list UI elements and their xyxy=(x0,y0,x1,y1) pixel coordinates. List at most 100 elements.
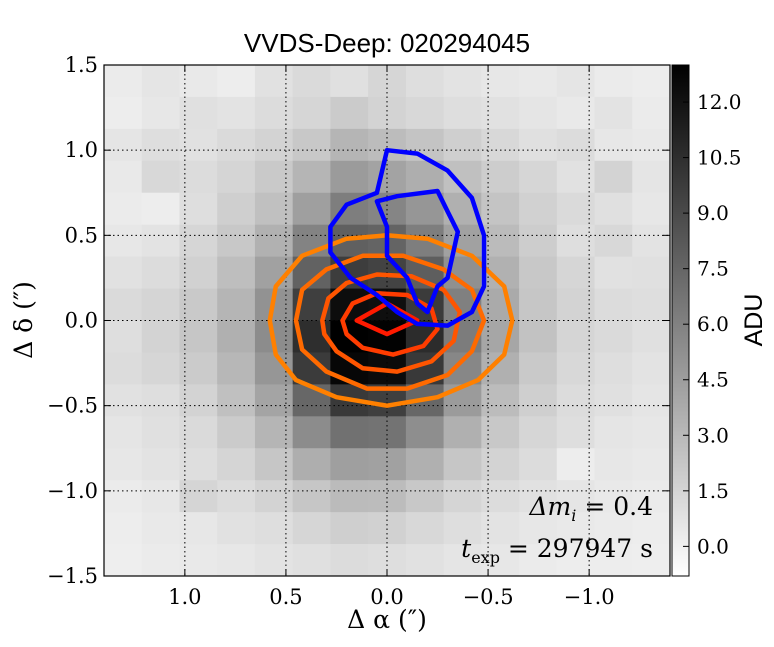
heatmap-cell xyxy=(481,160,520,194)
colorbar-tick-label: 10.5 xyxy=(697,146,742,170)
heatmap-cell xyxy=(141,128,181,162)
heatmap-cell xyxy=(141,192,181,226)
heatmap-cell xyxy=(519,416,558,449)
heatmap-cell xyxy=(632,544,670,576)
heatmap-cell xyxy=(594,96,633,130)
heatmap-cell xyxy=(330,512,369,545)
colorbar-tick-label: 3.0 xyxy=(697,423,729,447)
heatmap-cell xyxy=(217,352,256,385)
heatmap-cell xyxy=(141,512,181,545)
y-tick-label: 0.5 xyxy=(65,223,98,247)
heatmap-cell xyxy=(330,160,369,194)
y-tick-label: 1.0 xyxy=(65,138,98,162)
heatmap-cell xyxy=(594,512,633,545)
heatmap-cell xyxy=(481,96,520,130)
heatmap-cell xyxy=(443,416,482,449)
heatmap-cell xyxy=(405,65,445,98)
heatmap-cell xyxy=(292,96,331,130)
heatmap-cell xyxy=(292,160,331,194)
heatmap-cell xyxy=(481,192,520,226)
heatmap-cell xyxy=(179,512,218,545)
heatmap-cell xyxy=(594,224,633,258)
heatmap-cell xyxy=(632,384,670,417)
heatmap-cell xyxy=(254,416,294,449)
heatmap-cell xyxy=(141,352,181,385)
heatmap-cell xyxy=(405,448,445,481)
texp-annotation: texp = 297947 s xyxy=(461,534,653,567)
colorbar-tick-label: 6.0 xyxy=(697,312,729,336)
heatmap-cell xyxy=(443,480,482,513)
heatmap-cell xyxy=(217,384,256,417)
heatmap-cell xyxy=(519,352,558,385)
heatmap-cell xyxy=(519,128,558,162)
heatmap-cell xyxy=(141,224,181,258)
heatmap-cell xyxy=(217,192,256,226)
heatmap-cell xyxy=(519,192,558,226)
heatmap-cell xyxy=(519,288,558,322)
heatmap-cell xyxy=(405,416,445,449)
heatmap-cell xyxy=(405,544,445,576)
heatmap-cell xyxy=(254,384,294,417)
heatmap-cell xyxy=(254,448,294,481)
heatmap-cell xyxy=(179,224,218,258)
heatmap-cell xyxy=(481,65,520,98)
heatmap-cell xyxy=(368,512,407,545)
heatmap-cell xyxy=(141,480,181,513)
heatmap-cell xyxy=(104,480,143,513)
heatmap-cell xyxy=(104,288,143,322)
heatmap-cell xyxy=(443,448,482,481)
heatmap-cell xyxy=(217,416,256,449)
heatmap-cell xyxy=(594,384,633,417)
heatmap-cell xyxy=(104,224,143,258)
heatmap-cell xyxy=(594,448,633,481)
colorbar-label: ADU xyxy=(740,294,768,347)
heatmap-cell xyxy=(179,320,218,354)
heatmap-cell xyxy=(405,512,445,545)
heatmap-cell xyxy=(556,512,596,545)
heatmap-cell xyxy=(217,480,256,513)
heatmap-cell xyxy=(104,448,143,481)
heatmap-cell xyxy=(519,224,558,258)
heatmap-cell xyxy=(443,65,482,98)
heatmap-cell xyxy=(481,384,520,417)
heatmap-cell xyxy=(254,480,294,513)
delta-m-main: Δm xyxy=(529,492,572,521)
heatmap-cell xyxy=(519,480,558,513)
heatmap-cell xyxy=(556,320,596,354)
y-tick-label: −1.0 xyxy=(47,479,98,503)
heatmap-cell xyxy=(141,544,181,576)
colorbar-tick-label: 9.0 xyxy=(697,201,729,225)
y-axis-label: Δ δ (″) xyxy=(9,281,38,359)
heatmap-cell xyxy=(179,128,218,162)
heatmap-cell xyxy=(632,352,670,385)
heatmap-cell xyxy=(519,160,558,194)
heatmap-cell xyxy=(141,288,181,322)
contour-orange-3 xyxy=(320,272,463,374)
heatmap-cell xyxy=(292,544,331,576)
heatmap-cell xyxy=(104,192,143,226)
texp-sub: exp xyxy=(471,548,500,567)
y-tick-label: 1.5 xyxy=(65,53,98,77)
heatmap-cell xyxy=(594,480,633,513)
heatmap-cell xyxy=(292,416,331,449)
contour-red-core xyxy=(354,301,420,337)
colorbar-tick-label: 4.5 xyxy=(697,368,729,392)
heatmap-cell xyxy=(141,65,181,98)
heatmap-cell xyxy=(141,160,181,194)
heatmap-cell xyxy=(519,544,558,576)
heatmap-cell xyxy=(179,416,218,449)
y-tick-label: 0.0 xyxy=(65,309,98,333)
heatmap-cell xyxy=(594,192,633,226)
heatmap-cell xyxy=(632,128,670,162)
colorbar-ticks: 0.0 1.5 3.0 4.5 6.0 7.5 9.0 10.5 12.0 xyxy=(683,90,742,558)
heatmap-cell xyxy=(217,160,256,194)
heatmap-cell xyxy=(179,192,218,226)
heatmap-cell xyxy=(104,256,143,290)
heatmap-cell xyxy=(217,224,256,258)
heatmap-cell xyxy=(594,416,633,449)
heatmap-cell xyxy=(254,128,294,162)
heatmap-cell xyxy=(330,96,369,130)
heatmap-cell xyxy=(481,128,520,162)
heatmap-cell xyxy=(254,512,294,545)
